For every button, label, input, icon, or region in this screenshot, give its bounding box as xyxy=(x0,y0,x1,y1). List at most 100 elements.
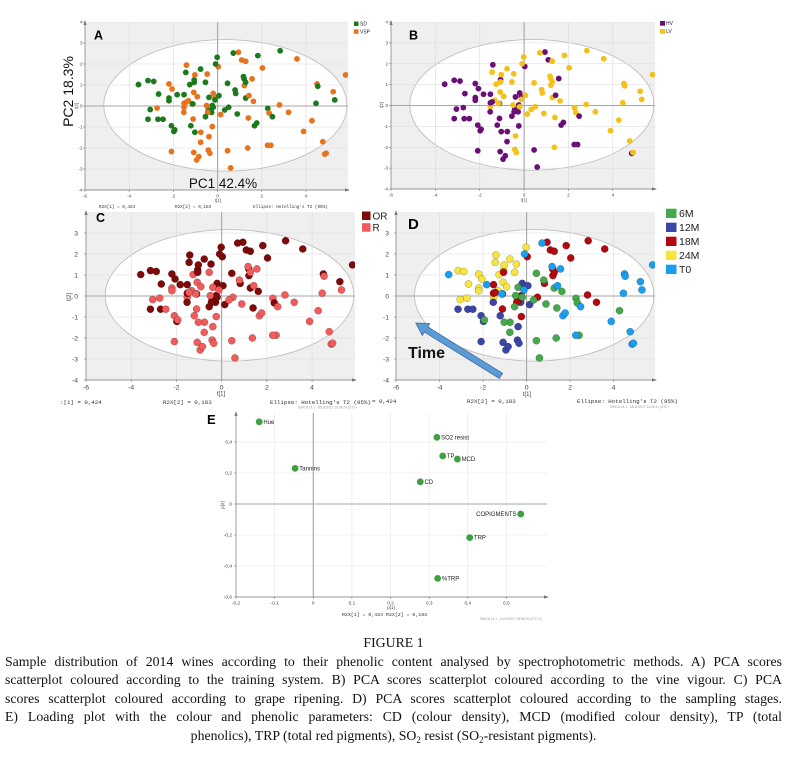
score-point xyxy=(453,106,460,112)
score-point xyxy=(186,81,193,88)
score-point xyxy=(456,295,465,304)
score-point xyxy=(193,268,202,277)
score-point xyxy=(240,73,247,80)
legend: HV LV xyxy=(660,21,674,35)
score-point xyxy=(209,339,218,348)
legend-swatch xyxy=(666,222,677,232)
score-point xyxy=(210,104,217,111)
score-point xyxy=(168,122,175,129)
x-tick-label: 0,2 xyxy=(387,601,394,607)
legend-swatch xyxy=(666,236,677,246)
score-point xyxy=(619,99,626,106)
score-point xyxy=(313,100,319,107)
score-point xyxy=(571,331,580,340)
score-point xyxy=(250,98,257,105)
score-point xyxy=(168,286,176,295)
score-point xyxy=(489,298,498,307)
score-point xyxy=(474,147,481,154)
score-point xyxy=(549,58,556,64)
footer-stat: R2X[2] = 0,183 xyxy=(163,399,212,406)
score-point xyxy=(191,72,198,78)
score-point xyxy=(185,288,193,297)
x-tick-label: -4 xyxy=(128,385,134,392)
score-point xyxy=(489,280,498,289)
score-point xyxy=(510,268,519,277)
score-point xyxy=(509,113,515,120)
score-point xyxy=(592,108,599,115)
legend-swatch xyxy=(666,208,677,218)
y-axis-arrow-icon xyxy=(389,20,393,25)
score-point xyxy=(192,305,201,313)
score-point xyxy=(166,81,172,87)
score-point xyxy=(464,280,473,288)
score-point xyxy=(237,300,246,308)
y-tick-label: -0,4 xyxy=(224,564,233,570)
score-point xyxy=(511,108,518,115)
panel-letter: B xyxy=(409,29,418,43)
legend-swatch xyxy=(354,21,359,26)
y-tick-label: 1 xyxy=(385,272,389,279)
x-axis-arrow-icon xyxy=(544,595,549,599)
legend-swatch xyxy=(666,264,677,274)
y-tick-label: -4 xyxy=(384,187,388,192)
score-point xyxy=(516,103,523,110)
score-point xyxy=(615,306,624,315)
score-point xyxy=(190,311,199,320)
legend-label: 24M xyxy=(679,250,699,262)
score-point xyxy=(451,115,458,122)
legend-label: R xyxy=(373,223,380,234)
score-point xyxy=(300,128,307,135)
score-point xyxy=(491,288,500,297)
score-point xyxy=(536,49,543,56)
caption-line: scores scatterplot coloured according to… xyxy=(5,690,782,706)
footer-stat: Ellipse: Hotelling's T2 (95%) xyxy=(577,398,678,405)
score-point xyxy=(161,305,170,314)
score-point xyxy=(519,60,526,67)
y-tick-label: -1 xyxy=(72,314,78,321)
score-point xyxy=(331,97,338,103)
score-point xyxy=(444,270,453,279)
y-axis-arrow-icon xyxy=(84,210,88,215)
score-point xyxy=(245,115,252,121)
score-point xyxy=(249,76,255,82)
score-point xyxy=(636,277,645,286)
score-point xyxy=(552,334,561,342)
x-axis-label: t[1] xyxy=(217,392,226,398)
score-point xyxy=(512,94,519,100)
score-point xyxy=(150,78,157,85)
panel-letter: D xyxy=(408,216,419,233)
y-axis-arrow-icon xyxy=(83,20,87,25)
legend-label: 18M xyxy=(679,236,699,248)
score-point xyxy=(550,247,559,256)
score-point xyxy=(638,286,646,294)
score-point xyxy=(504,342,512,351)
score-point xyxy=(489,61,496,68)
x-tick-label: -2 xyxy=(480,385,486,392)
legend-swatch xyxy=(660,29,665,34)
score-point xyxy=(522,92,529,99)
score-point xyxy=(187,122,194,129)
x-tick-label: -2 xyxy=(171,194,175,199)
score-point xyxy=(212,97,218,103)
x-tick-label: 0,1 xyxy=(349,601,356,607)
score-point xyxy=(482,280,491,289)
score-point xyxy=(454,305,462,314)
score-point xyxy=(224,147,231,154)
score-point xyxy=(451,77,458,84)
score-point xyxy=(518,96,525,103)
y-axis-arrow-icon xyxy=(394,210,398,215)
figure-panels: -6 -4 -2 0 2 4-4-3-2-101234t[1]t[2]SDVSPAPC1 … xyxy=(60,20,699,621)
score-point xyxy=(221,107,228,113)
score-point xyxy=(154,105,160,111)
software-watermark: SIMCA 14.1 - 11/10/2017 15:58:25 (UTC+2) xyxy=(480,617,542,621)
score-point xyxy=(214,54,221,61)
score-point xyxy=(571,141,578,148)
score-point xyxy=(505,255,514,263)
panel-d: -6 -4 -2 0 2 4 -4 -3 -2 -1 0 1 2 3 t[1] 6M 12M 18M 24M T0 D T… xyxy=(372,208,699,409)
score-point xyxy=(258,241,267,250)
loading-label: MCD xyxy=(462,457,476,463)
score-point xyxy=(309,117,315,124)
score-point xyxy=(576,113,583,120)
score-point xyxy=(584,236,593,245)
